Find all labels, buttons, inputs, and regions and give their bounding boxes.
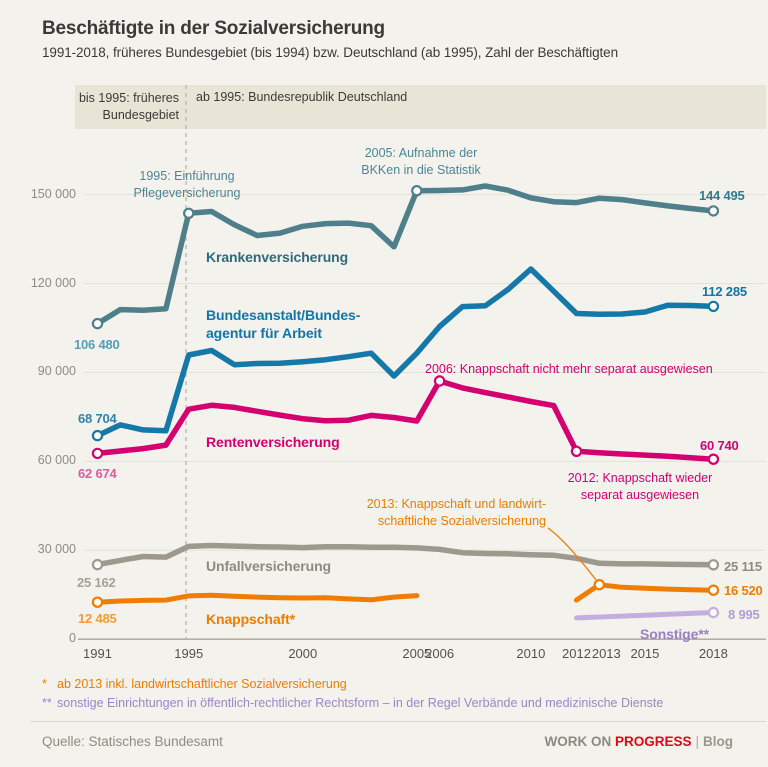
end-value-krankenversicherung: 144 495 <box>699 188 745 203</box>
x-axis-label-2000: 2000 <box>288 646 318 661</box>
marker-knappschaft-1991 <box>91 596 104 608</box>
brand-work-on: WORK ON <box>544 734 615 749</box>
series-label-krankenversicherung: Krankenversicherung <box>206 249 349 265</box>
x-axis-label-2010: 2010 <box>516 646 546 661</box>
x-axis-label-1995: 1995 <box>174 646 204 661</box>
marker-knappschaft-2018 <box>707 584 720 596</box>
series-line-rentenversicherung <box>94 378 717 462</box>
end-value-sonstige: 8 995 <box>728 607 760 622</box>
y-axis-label-150000: 150 000 <box>30 186 76 201</box>
annotation-2012-knappschaft: 2012: Knappschaft wieder separat ausgewi… <box>567 471 713 502</box>
series-label-sonstige: Sonstige** <box>640 626 710 642</box>
x-axis-label-2015: 2015 <box>630 646 660 661</box>
end-value-bundesagentur: 112 285 <box>702 284 747 299</box>
marker-bundesagentur-fuer-arbeit-2018 <box>707 300 720 313</box>
footnote-star-symbol: * <box>42 677 47 691</box>
y-axis-label-120000: 120 000 <box>30 275 76 290</box>
period-band-label-before-1995: bis 1995: früheres Bundesgebiet <box>78 91 179 122</box>
series-label-rentenversicherung: Rentenversicherung <box>206 434 340 450</box>
x-axis-label-2013: 2013 <box>591 646 621 661</box>
end-value-unfallversicherung: 25 115 <box>724 559 762 574</box>
x-axis-label-2012: 2012 <box>562 646 591 661</box>
series-line-unfallversicherung <box>94 542 717 568</box>
page-subtitle: 1991-2018, früheres Bundesgebiet (bis 19… <box>42 45 618 60</box>
marker-rentenversicherung-2018 <box>707 453 720 465</box>
footnote-doublestar-symbol: ** <box>42 696 52 710</box>
x-axis-label-2018: 2018 <box>698 646 728 661</box>
brand-progress: PROGRESS <box>614 734 692 749</box>
marker-rentenversicherung-2006 <box>433 375 446 387</box>
y-axis-label-60000: 60 000 <box>37 453 76 468</box>
footer-divider <box>30 721 766 722</box>
marker-unfallversicherung-1991 <box>91 558 104 571</box>
marker-krankenversicherung-1995 <box>182 207 195 219</box>
marker-bundesagentur-fuer-arbeit-1991 <box>91 429 104 442</box>
period-band <box>75 85 766 129</box>
series-label-unfallversicherung: Unfallversicherung <box>206 558 332 574</box>
annotation-1995-pflegeversicherung: 1995: Einführung Pflegeversicherung <box>133 169 241 200</box>
end-value-knappschaft: 16 520 <box>724 583 763 598</box>
footnote-star-text: ab 2013 inkl. landwirtschaftlicher Sozia… <box>57 677 347 691</box>
period-band-label-after-1995: ab 1995: Bundesrepublik Deutschland <box>196 90 408 104</box>
y-axis-label-30000: 30 000 <box>37 542 76 557</box>
marker-krankenversicherung-2018 <box>707 205 720 217</box>
series-line-sonstige <box>574 610 716 621</box>
marker-unfallversicherung-2018 <box>707 559 720 571</box>
start-value-bundesagentur: 68 704 <box>78 411 117 426</box>
end-value-rentenversicherung: 60 740 <box>700 438 739 453</box>
marker-rentenversicherung-2012 <box>570 445 583 457</box>
series-line-krankenversicherung <box>94 183 717 327</box>
page-title: Beschäftigte in der Sozialversicherung <box>42 18 385 39</box>
series-label-bundesagentur-fuer-arbeit: Bundesanstalt/Bundes- agentur für Arbeit <box>206 307 361 342</box>
marker-rentenversicherung-1991 <box>91 447 104 460</box>
series-label-knappschaft: Knappschaft* <box>206 611 296 627</box>
blog-link[interactable]: Blog <box>703 734 733 749</box>
start-value-krankenversicherung: 106 480 <box>74 337 120 352</box>
start-value-rentenversicherung: 62 674 <box>78 466 117 481</box>
footnote-doublestar-text: sonstige Einrichtungen in öffentlich-rec… <box>57 696 664 710</box>
marker-krankenversicherung-1991 <box>91 317 104 330</box>
footnote-doublestar: ** sonstige Einrichtungen in öffentlich-r… <box>42 696 663 710</box>
annotation-2013-knappschaft: 2013: Knappschaft und landwirt- schaftli… <box>366 497 546 528</box>
annotation-2013-leader-line <box>547 527 597 581</box>
source-credit: Quelle: Statisches Bundesamt <box>42 734 223 749</box>
footnote-star: * ab 2013 inkl. landwirtschaftlicher Sozi… <box>42 677 347 691</box>
brand-logo: WORK ON PROGRESS | Blog <box>544 734 733 749</box>
start-value-unfallversicherung: 25 162 <box>77 575 116 590</box>
x-axis-label-2005: 2005 <box>402 646 432 661</box>
start-value-knappschaft: 12 485 <box>78 611 117 626</box>
series-line-knappschaft <box>95 582 716 605</box>
y-axis-label-90000: 90 000 <box>37 364 76 379</box>
annotation-2006-knappschaft: 2006: Knappschaft nicht mehr separat aus… <box>425 362 713 376</box>
marker-krankenversicherung-2005 <box>411 184 423 197</box>
brand-pipe: | <box>695 734 699 749</box>
annotation-2005-bkken: 2005: Aufnahme der BKKen in die Statisti… <box>361 146 481 177</box>
series-line-bundesagentur-fuer-arbeit <box>94 266 717 439</box>
marker-sonstige-2018 <box>707 606 720 619</box>
x-axis-label-1991: 1991 <box>83 646 112 661</box>
y-axis-label-0: 0 <box>69 631 76 646</box>
x-axis-label-2006: 2006 <box>425 646 455 661</box>
marker-knappschaft-2013 <box>593 579 606 591</box>
